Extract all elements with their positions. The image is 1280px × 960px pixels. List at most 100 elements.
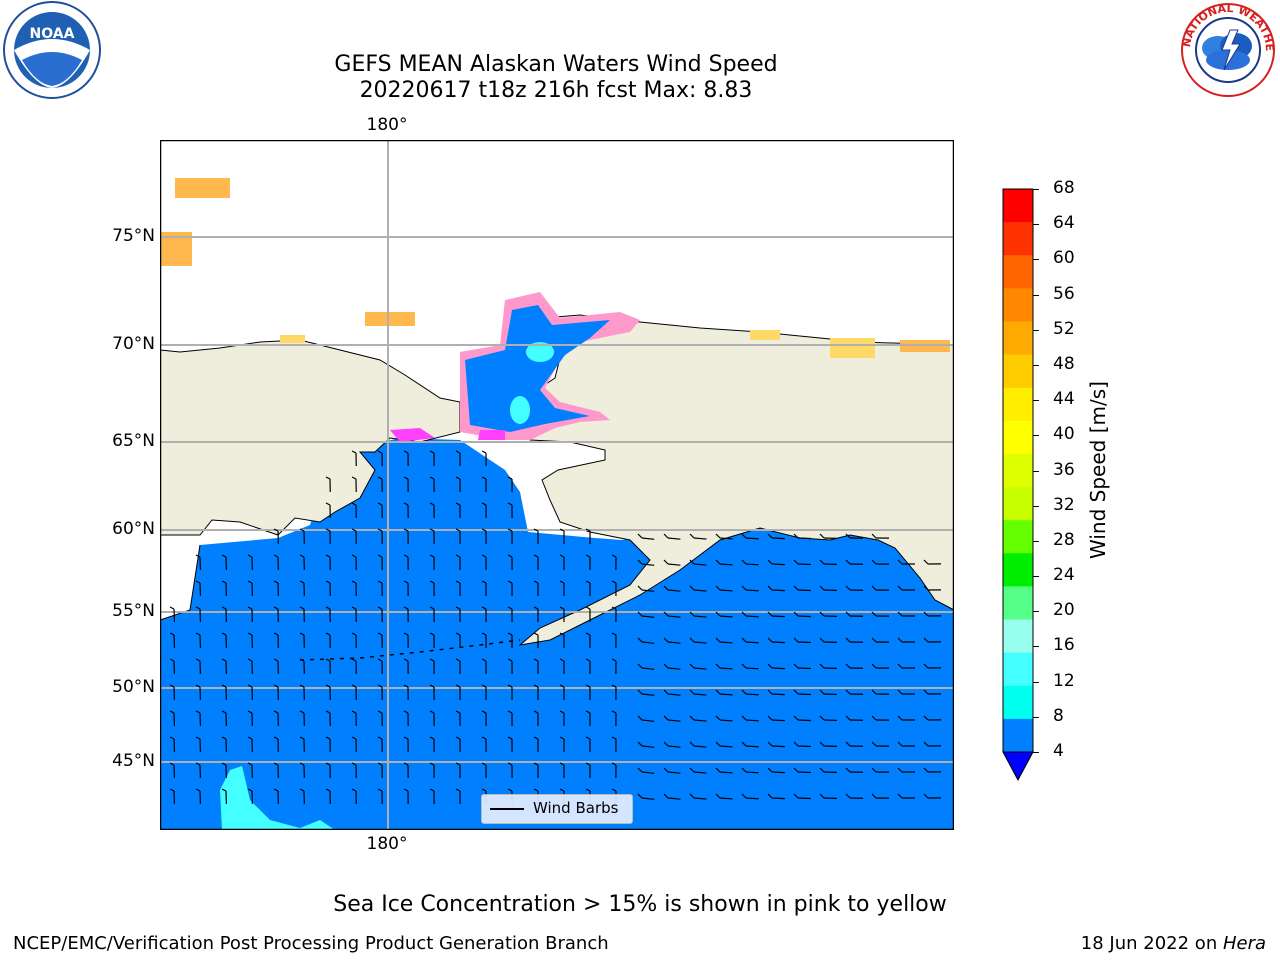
wind-barb-flag bbox=[169, 684, 175, 688]
wind-barb-flag bbox=[403, 788, 409, 792]
wind-barb-flag bbox=[559, 710, 565, 714]
wind-barb-flag bbox=[819, 715, 825, 721]
colorbar-segment bbox=[1003, 487, 1033, 521]
title-line2: 20220617 t18z 216h fcst Max: 8.83 bbox=[359, 78, 753, 103]
wind-barb-flag bbox=[871, 559, 877, 565]
wind-barb bbox=[797, 745, 811, 748]
wind-barb-flag bbox=[195, 736, 201, 740]
wind-barb-flag bbox=[559, 658, 565, 662]
wind-barb-flag bbox=[481, 788, 487, 792]
wind-barb-flag bbox=[611, 710, 617, 714]
wind-barb-flag bbox=[585, 580, 591, 584]
wind-barb-flag bbox=[923, 767, 929, 773]
wind-barb-flag bbox=[533, 658, 539, 662]
wind-barb-flag bbox=[247, 684, 253, 688]
wind-barb-flag bbox=[299, 658, 305, 662]
wind-barb-flag bbox=[689, 585, 695, 591]
wind-barb-flag bbox=[325, 658, 331, 662]
wind-barb bbox=[771, 641, 785, 644]
colorbar-tick-label: 40 bbox=[1053, 424, 1075, 445]
wind-barb-flag bbox=[195, 788, 201, 792]
wind-barb-flag bbox=[897, 689, 903, 695]
wind-barb-flag bbox=[871, 767, 877, 773]
wind-barb-flag bbox=[221, 632, 227, 636]
wind-barb bbox=[641, 641, 655, 644]
colorbar-tick bbox=[1033, 435, 1039, 437]
wind-barb-flag bbox=[403, 658, 409, 662]
wind-barb-flag bbox=[793, 715, 799, 721]
colorbar bbox=[1002, 188, 1034, 782]
colorbar-segment bbox=[1003, 354, 1033, 389]
wind-barb bbox=[771, 589, 785, 592]
wind-barb-flag bbox=[533, 710, 539, 714]
colorbar-tick-label: 60 bbox=[1053, 248, 1075, 269]
wind-barb-flag bbox=[923, 637, 929, 643]
wind-barb-flag bbox=[715, 741, 721, 747]
lat-label-45: 45°N bbox=[112, 751, 155, 771]
wind-barb-flag bbox=[585, 762, 591, 766]
wind-barb-flag bbox=[299, 736, 305, 740]
wind-barb-flag bbox=[559, 762, 565, 766]
wind-barb-flag bbox=[715, 793, 721, 799]
wind-barb-flag bbox=[377, 606, 383, 610]
wind-barb-flag bbox=[741, 689, 747, 695]
wind-barb-flag bbox=[793, 689, 799, 695]
colorbar-segment bbox=[1003, 685, 1033, 720]
wind-barb-flag bbox=[715, 559, 721, 565]
wind-barb-flag bbox=[299, 762, 305, 766]
wind-barb-flag bbox=[507, 710, 513, 714]
wind-barb bbox=[693, 537, 707, 540]
colorbar-tick bbox=[1033, 470, 1039, 472]
wind-barb-flag bbox=[507, 736, 513, 740]
wind-barb-flag bbox=[845, 611, 851, 617]
footer-org: NCEP/EMC/Verification Post Processing Pr… bbox=[13, 933, 609, 954]
wind-barb bbox=[745, 719, 759, 722]
wind-barb-flag bbox=[169, 632, 175, 636]
wind-barb-flag bbox=[273, 788, 279, 792]
wind-barb-flag bbox=[507, 762, 513, 766]
wind-barb-flag bbox=[481, 684, 487, 688]
wind-barb-flag bbox=[273, 528, 279, 532]
wind-barb-flag bbox=[195, 606, 201, 610]
wind-barb bbox=[745, 745, 759, 748]
wind-barb-flag bbox=[715, 533, 721, 539]
colorbar-tick-label: 48 bbox=[1053, 353, 1075, 374]
wind-barb-flag bbox=[507, 580, 513, 584]
wind-barb-flag bbox=[351, 580, 357, 584]
wind-barb-flag bbox=[429, 632, 435, 636]
wind-barb-flag bbox=[585, 528, 591, 532]
wind-barb-flag bbox=[767, 533, 773, 539]
title-line1: GEFS MEAN Alaskan Waters Wind Speed bbox=[334, 52, 778, 77]
wind-barb-flag bbox=[819, 585, 825, 591]
wind-barb bbox=[667, 615, 681, 618]
wind-barb-flag bbox=[897, 637, 903, 643]
wind-barb-flag bbox=[273, 710, 279, 714]
wind-barb bbox=[641, 719, 655, 722]
wind-barb-flag bbox=[741, 611, 747, 617]
wind-barb-flag bbox=[403, 476, 409, 480]
wind-barb-flag bbox=[377, 658, 383, 662]
wind-barb bbox=[693, 667, 707, 670]
wind-barb-flag bbox=[585, 554, 591, 558]
colorbar-segment bbox=[1003, 652, 1033, 687]
wind-barb bbox=[745, 667, 759, 670]
wind-barb-flag bbox=[351, 736, 357, 740]
land-asia bbox=[160, 339, 461, 536]
wind-barb-flag bbox=[481, 476, 487, 480]
wind-barb-flag bbox=[793, 663, 799, 669]
wind-barb-flag bbox=[377, 736, 383, 740]
wind-barb bbox=[641, 563, 655, 566]
wind-barb-flag bbox=[741, 559, 747, 565]
colorbar-segment bbox=[1003, 222, 1033, 256]
wind-barb-flag bbox=[637, 533, 643, 539]
wind-barb-flag bbox=[195, 762, 201, 766]
wind-barb-flag bbox=[195, 658, 201, 662]
wind-barb-flag bbox=[429, 450, 435, 454]
wind-barb-flag bbox=[923, 559, 929, 565]
wind-barb-flag bbox=[195, 580, 201, 584]
wind-barb-flag bbox=[845, 585, 851, 591]
lat-label-50: 50°N bbox=[112, 677, 155, 697]
wind-barb-flag bbox=[247, 710, 253, 714]
wind-barb-flag bbox=[377, 710, 383, 714]
wind-barb-flag bbox=[689, 533, 695, 539]
